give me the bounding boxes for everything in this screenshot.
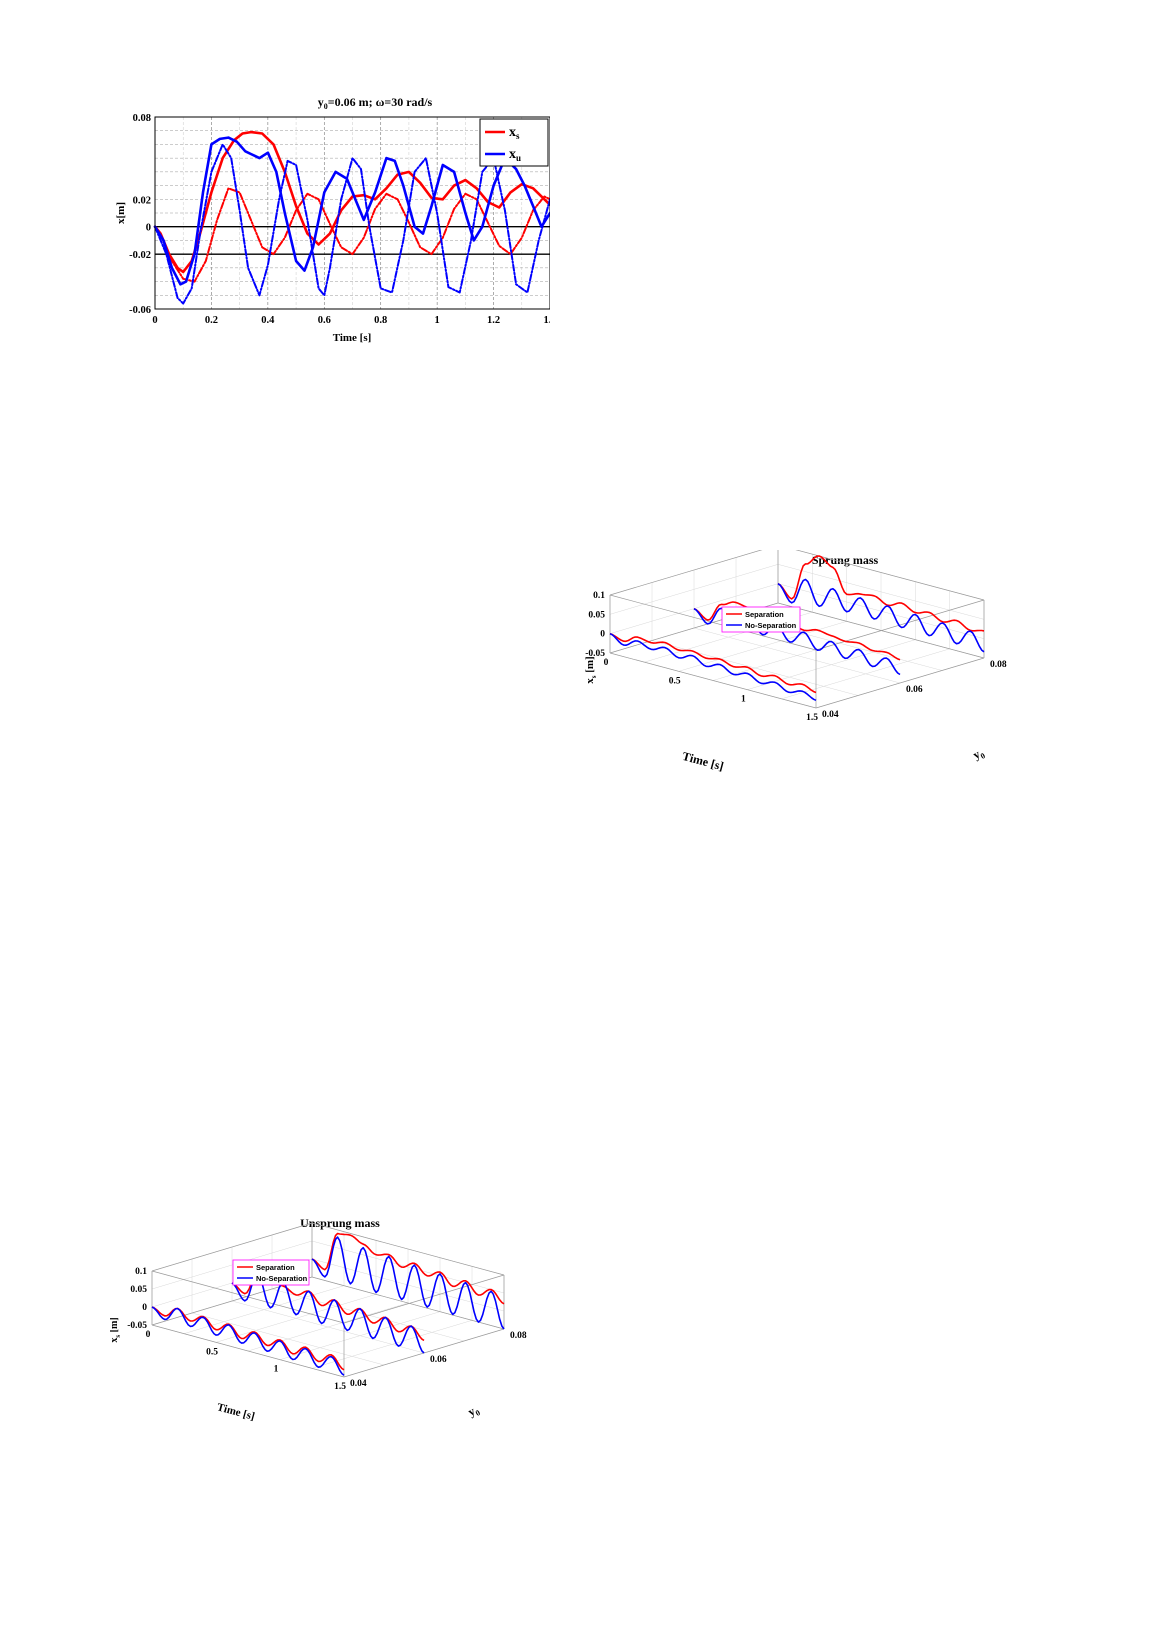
c2-xtick-label: 0.5 xyxy=(669,676,681,686)
chart1-xtick-label: 1 xyxy=(435,315,440,326)
c3-xtick-label: 0 xyxy=(146,1330,151,1340)
c3-ztick-label: 0 xyxy=(142,1303,147,1313)
chart1-ytick-label: 0.08 xyxy=(133,113,151,124)
chart1-series-layer xyxy=(153,130,550,305)
c2-box-edge xyxy=(609,652,817,709)
chart1-xtick-label: 0.2 xyxy=(205,315,218,326)
chart2-title: Sprung mass xyxy=(812,553,879,567)
c3-box-edge xyxy=(311,1276,505,1330)
chart3-legend: Separation No-Separation xyxy=(232,1259,310,1286)
chart1-ytick-label: 0.02 xyxy=(133,195,151,206)
c2-xtick-label: 1 xyxy=(741,695,746,705)
c2-xtick-label: 0 xyxy=(604,658,609,668)
c2-box-edge xyxy=(795,550,985,601)
chart3-legend-separation: Separation xyxy=(256,1263,295,1272)
c2-ztick-label: 0.05 xyxy=(588,610,605,620)
c3-ytick-label: 0.04 xyxy=(350,1379,367,1389)
chart1-legend-box xyxy=(479,118,549,167)
chart2-series-layer xyxy=(609,555,985,702)
chart3-series-layer xyxy=(151,1232,505,1376)
c3-floor-grid xyxy=(191,1312,385,1366)
chart1-legend: xs xu xyxy=(479,118,549,167)
chart2-xlabel: Time [s] xyxy=(681,749,725,773)
c2-box-edge xyxy=(609,550,763,596)
chart2-ylabel: y0 xyxy=(970,745,986,764)
c2-series-line-4 xyxy=(777,555,985,632)
c2-box-edge xyxy=(815,657,985,709)
c3-box-edge xyxy=(151,1222,313,1272)
c2-ytick-label: 0.04 xyxy=(822,710,839,720)
c2-ytick-label: 0.08 xyxy=(990,660,1007,670)
c2-series-line-1 xyxy=(609,632,817,702)
c3-floor-grid xyxy=(231,1300,425,1354)
chart1-series-line-2 xyxy=(153,136,550,286)
c3-ztick-label: -0.05 xyxy=(127,1321,147,1331)
c2-ytick-label: 0.06 xyxy=(906,685,923,695)
c3-xtick-label: 1.5 xyxy=(334,1382,346,1392)
chart3-legend-box xyxy=(232,1259,310,1286)
c3-box-edge xyxy=(151,1324,345,1378)
c3-ztick-label: 0.1 xyxy=(135,1267,147,1277)
chart1-series-line-0 xyxy=(153,130,550,274)
c2-xtick-label: 1.5 xyxy=(806,713,818,723)
chart2-legend-separation: Separation xyxy=(745,610,784,619)
chart1-legend-xu: xu xyxy=(509,147,521,163)
c2-ztick-label: -0.05 xyxy=(585,649,605,659)
chart3-ylabel: y0 xyxy=(465,1402,481,1421)
c3-xtick-label: 0.5 xyxy=(206,1347,218,1357)
c2-floor-grid xyxy=(693,627,901,684)
chart2-legend-box xyxy=(721,606,801,633)
chart3-legend-no-separation: No-Separation xyxy=(256,1274,308,1283)
chart1-xtick-label: 1.4 xyxy=(543,315,550,326)
chart1-series-line-1 xyxy=(154,187,550,283)
chart1-legend-xs: xs xyxy=(509,125,520,141)
chart1-xtick-label: 0.8 xyxy=(374,315,387,326)
c3-ytick-label: 0.06 xyxy=(430,1355,447,1365)
chart1-series-line-3 xyxy=(154,143,550,305)
c2-series-line-0 xyxy=(609,632,817,694)
c3-series-line-5 xyxy=(311,1236,505,1330)
c3-series-line-0 xyxy=(151,1306,345,1371)
chart1-xtick-label: 0.4 xyxy=(261,315,275,326)
chart3-title: Unsprung mass xyxy=(300,1216,380,1230)
chart1-ylabel: x[m] xyxy=(115,202,127,224)
c3-xtick-label: 1 xyxy=(274,1365,279,1375)
time-response-chart: y0=0.06 m; ω=30 rad/s 0 0.2 0.4 0.6 0.8 1 1.2 1… xyxy=(115,95,550,343)
chart2-zlabel: xs [m] xyxy=(585,656,598,683)
chart1-plot-frame xyxy=(154,116,550,310)
c2-sidewall-grid xyxy=(609,583,779,634)
chart3-xlabel: Time [s] xyxy=(216,1401,256,1423)
c3-ytick-label: 0.08 xyxy=(510,1331,527,1341)
c2-ztick-label: 0 xyxy=(600,630,605,640)
c3-series-line-3 xyxy=(231,1272,425,1354)
c2-floor-grid xyxy=(651,640,859,696)
chart1-ytick-label: 0 xyxy=(146,223,151,234)
chart1-xtick-label: 1.2 xyxy=(487,315,500,326)
c2-sidewall-grid xyxy=(609,564,779,615)
chart1-ytick-label: -0.02 xyxy=(129,250,151,261)
chart2-legend: Separation No-Separation xyxy=(721,606,801,633)
chart1-title: y0=0.06 m; ω=30 rad/s xyxy=(318,95,433,111)
c3-series-line-4 xyxy=(311,1232,505,1305)
chart2-legend-no-separation: No-Separation xyxy=(745,621,797,630)
c2-ztick-label: 0.1 xyxy=(593,591,605,601)
chart1-xlabel: Time [s] xyxy=(333,332,372,343)
c3-sidewall-grid xyxy=(151,1240,313,1290)
chart3-zlabel: xs [m] xyxy=(110,1317,122,1342)
c3-series-line-1 xyxy=(151,1306,345,1376)
c2-series-line-5 xyxy=(777,578,985,653)
chart1-xtick-label: 0.6 xyxy=(318,315,331,326)
c3-box-edge xyxy=(311,1222,505,1276)
chart1-ticks: 0 0.2 0.4 0.6 0.8 1 1.2 1.4 -0.06 -0.02 0 0.02 0.08 xyxy=(129,113,550,326)
c2-box-edge xyxy=(609,594,817,651)
chart1-ytick-label: -0.06 xyxy=(129,305,151,316)
c3-ztick-label: 0.05 xyxy=(130,1285,147,1295)
chart3-box xyxy=(151,1222,505,1378)
chart1-xtick-label: 0 xyxy=(152,315,157,326)
